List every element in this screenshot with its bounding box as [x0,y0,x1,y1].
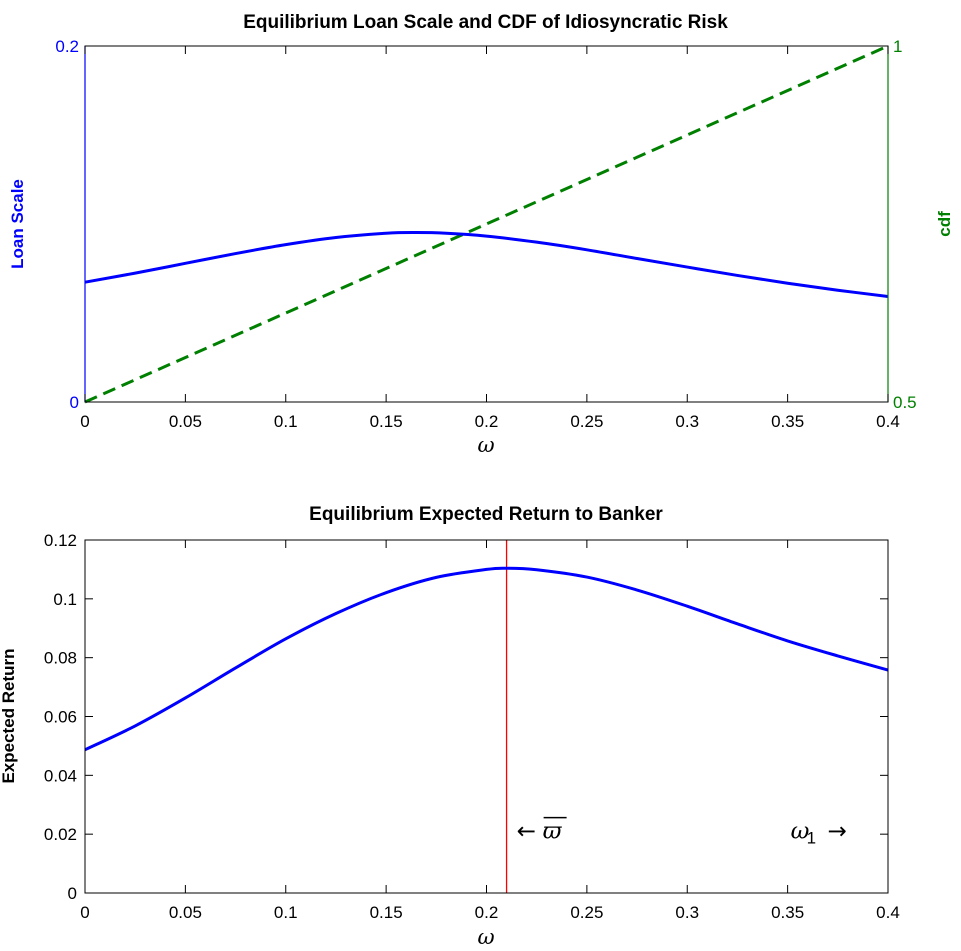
chart2-y-tick-label: 0.1 [53,590,77,609]
chart2-title: Equilibrium Expected Return to Banker [309,504,663,525]
chart2-x-tick-label: 0.35 [771,903,804,922]
chart2-annotation-arrow-right: → [828,819,847,845]
chart2-y-tick-label: 0.06 [44,708,77,727]
chart1-x-tick-label: 0.3 [675,412,699,431]
chart2-series-expected-return [84,566,889,752]
chart2-y-tick-label: 0.02 [44,825,77,844]
chart1-x-ticks: 0 0.05 0.1 0.15 0.2 0.25 0.3 0.35 0.4 [80,46,900,431]
chart1-marks [84,44,889,404]
chart2-y-tick-label: 0.08 [44,649,77,668]
chart1-x-tick-label: 0.05 [169,412,202,431]
chart2-annotation-omega1-subscript: 1 [807,829,816,848]
chart2-y-tick-label: 0.12 [44,531,77,550]
chart2-x-tick-label: 0.2 [475,903,499,922]
chart1-y-ticks-left: 00.2 [55,37,79,412]
chart2-x-ticks: 0 0.05 0.1 0.15 0.2 0.25 0.3 0.35 0.4 [80,540,900,922]
chart1-title: Equilibrium Loan Scale and CDF of Idiosy… [243,12,728,33]
chart1-x-tick-label: 0.2 [475,412,499,431]
chart1-y-tick-label-left: 0 [70,393,79,412]
chart2-y-ticks: 0 0.02 0.04 0.06 0.08 0.1 0.12 [44,531,888,903]
chart2-x-tick-label: 0.15 [370,903,403,922]
chart1-series-loan-scale [84,231,889,298]
chart1-y-tick-label-right: 0.5 [893,393,917,412]
chart2-x-tick-label: 0.3 [675,903,699,922]
chart2-y-tick-label: 0 [68,884,77,903]
chart1-x-tick-label: 0.4 [876,412,900,431]
chart1-x-axis-label: ω [477,433,494,457]
chart2-plot-frame [84,539,889,894]
chart2-annotations: ← ϖ ω1 → [517,816,847,848]
chart1-series-cdf [84,44,889,404]
chart1-y-tick-label-right: 1 [893,37,902,56]
chart1-x-tick-label: 0.35 [771,412,804,431]
chart2-annotation-omega1: ω [791,819,810,845]
chart1-y-tick-label-left: 0.2 [55,37,79,56]
chart1-x-tick-label: 0.25 [570,412,603,431]
chart2-annotation-arrow-left: ← [517,819,536,845]
chart1-y-ticks-right: 0.51 [893,37,917,412]
chart2-x-tick-label: 0.4 [876,903,900,922]
chart2-y-tick-label: 0.04 [44,766,77,785]
chart1-y-axis-label-right: cdf [935,211,954,237]
chart2-annotation-varpi: ϖ [543,819,563,845]
chart2-marks [84,540,889,893]
chart1-x-tick-label: 0 [80,412,89,431]
chart2-x-tick-label: 0 [80,903,89,922]
chart2-x-tick-label: 0.25 [570,903,603,922]
chart-loan-scale-cdf: Equilibrium Loan Scale and CDF of Idiosy… [8,12,954,457]
chart1-x-tick-label: 0.1 [274,412,298,431]
chart2-x-tick-label: 0.1 [274,903,298,922]
chart2-x-axis-label: ω [477,925,494,949]
chart1-y-axis-label-left: Loan Scale [8,179,27,269]
chart1-x-tick-label: 0.15 [370,412,403,431]
chart2-x-tick-label: 0.05 [169,903,202,922]
chart2-y-axis-label: Expected Return [0,648,18,783]
